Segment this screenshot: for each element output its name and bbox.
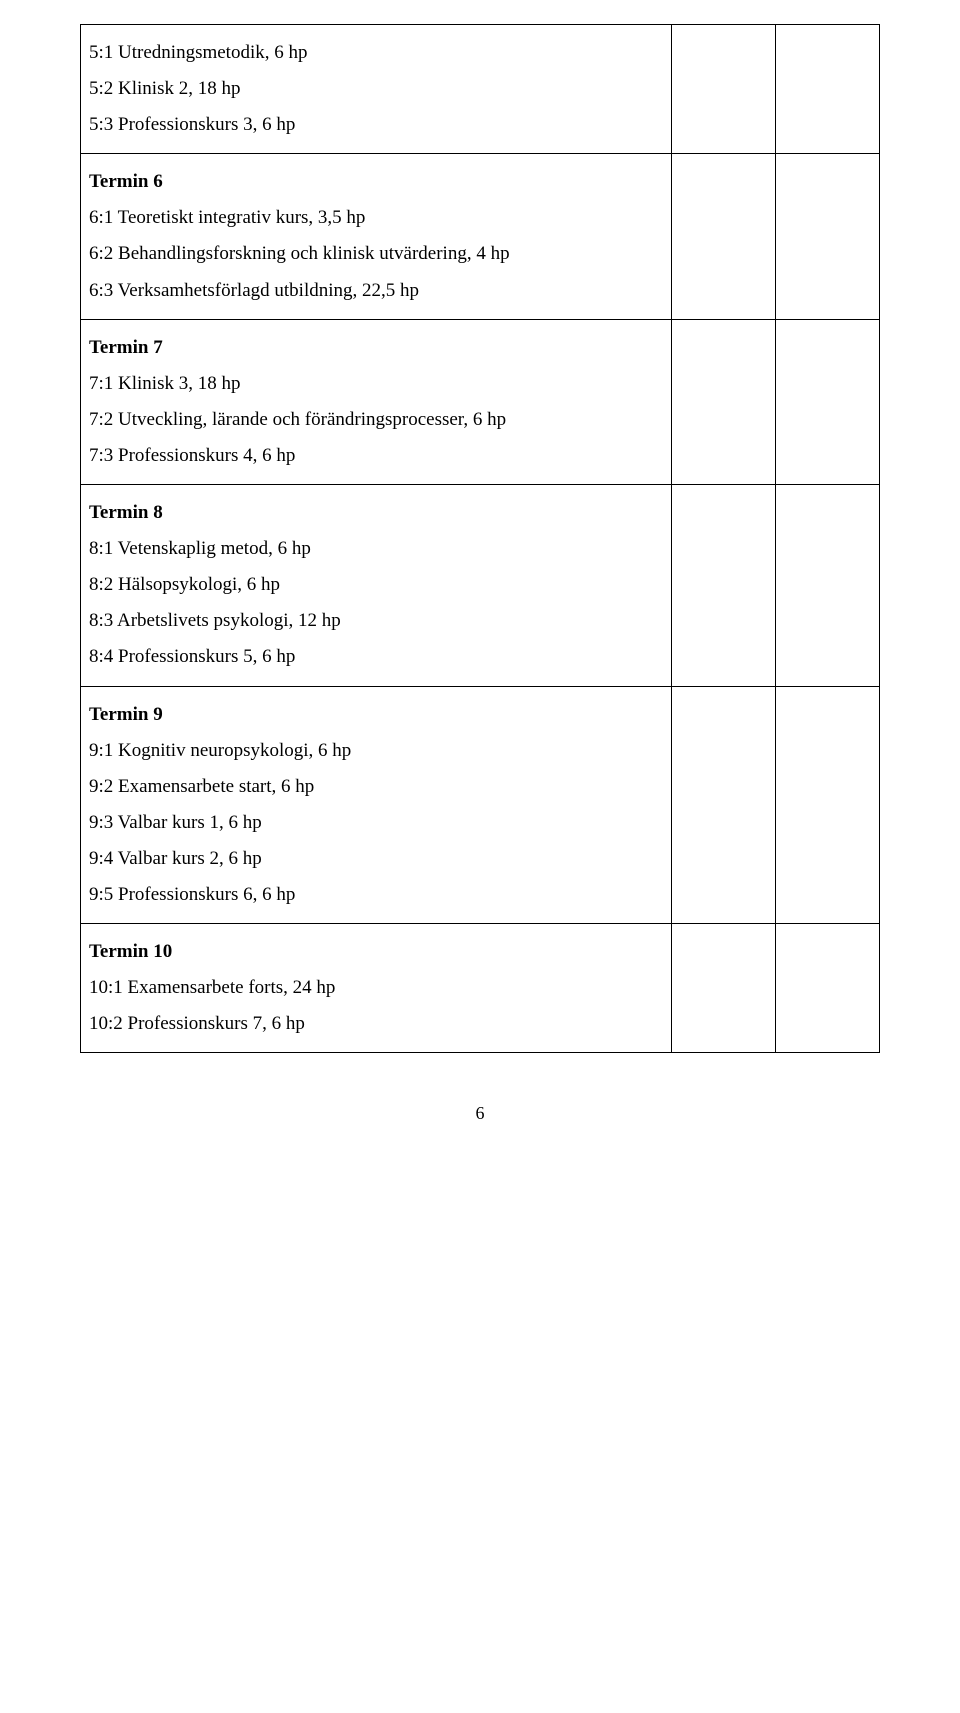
empty-cell: [672, 686, 776, 924]
course-cell: 5:1 Utredningsmetodik, 6 hp5:2 Klinisk 2…: [81, 25, 672, 154]
course-line: 10:1 Examensarbete forts, 24 hp: [89, 970, 663, 1006]
table-row: Termin 77:1 Klinisk 3, 18 hp7:2 Utveckli…: [81, 319, 880, 484]
empty-cell: [776, 485, 880, 686]
course-line: 9:1 Kognitiv neuropsykologi, 6 hp: [89, 733, 663, 769]
course-line: 8:4 Professionskurs 5, 6 hp: [89, 639, 663, 675]
course-line: 8:1 Vetenskaplig metod, 6 hp: [89, 531, 663, 567]
course-cell: Termin 99:1 Kognitiv neuropsykologi, 6 h…: [81, 686, 672, 924]
empty-cell: [672, 485, 776, 686]
course-content: Termin 66:1 Teoretiskt integrativ kurs, …: [81, 154, 671, 318]
course-cell: Termin 1010:1 Examensarbete forts, 24 hp…: [81, 924, 672, 1053]
course-line: 9:3 Valbar kurs 1, 6 hp: [89, 805, 663, 841]
course-line: 9:4 Valbar kurs 2, 6 hp: [89, 841, 663, 877]
empty-cell: [776, 924, 880, 1053]
table-row: Termin 1010:1 Examensarbete forts, 24 hp…: [81, 924, 880, 1053]
course-cell: Termin 88:1 Vetenskaplig metod, 6 hp8:2 …: [81, 485, 672, 686]
course-line: 9:2 Examensarbete start, 6 hp: [89, 769, 663, 805]
course-content: Termin 99:1 Kognitiv neuropsykologi, 6 h…: [81, 687, 671, 924]
empty-cell: [672, 319, 776, 484]
term-heading: Termin 8: [89, 495, 663, 531]
term-heading: Termin 7: [89, 330, 663, 366]
course-content: Termin 1010:1 Examensarbete forts, 24 hp…: [81, 924, 671, 1052]
table-row: Termin 88:1 Vetenskaplig metod, 6 hp8:2 …: [81, 485, 880, 686]
empty-cell: [776, 686, 880, 924]
course-line: 7:3 Professionskurs 4, 6 hp: [89, 438, 663, 474]
course-content: Termin 77:1 Klinisk 3, 18 hp7:2 Utveckli…: [81, 320, 671, 484]
term-heading: Termin 6: [89, 164, 663, 200]
course-line: 8:3 Arbetslivets psykologi, 12 hp: [89, 603, 663, 639]
page-number: 6: [80, 1103, 880, 1124]
page-container: 5:1 Utredningsmetodik, 6 hp5:2 Klinisk 2…: [0, 0, 960, 1164]
course-line: 10:2 Professionskurs 7, 6 hp: [89, 1006, 663, 1042]
course-line: 5:3 Professionskurs 3, 6 hp: [89, 107, 663, 143]
table-row: 5:1 Utredningsmetodik, 6 hp5:2 Klinisk 2…: [81, 25, 880, 154]
course-content: Termin 88:1 Vetenskaplig metod, 6 hp8:2 …: [81, 485, 671, 685]
course-line: 7:1 Klinisk 3, 18 hp: [89, 366, 663, 402]
course-line: 6:2 Behandlingsforskning och klinisk utv…: [89, 236, 663, 272]
empty-cell: [672, 924, 776, 1053]
empty-cell: [776, 319, 880, 484]
course-line: 5:2 Klinisk 2, 18 hp: [89, 71, 663, 107]
course-table: 5:1 Utredningsmetodik, 6 hp5:2 Klinisk 2…: [80, 24, 880, 1053]
term-heading: Termin 10: [89, 934, 663, 970]
empty-cell: [672, 25, 776, 154]
course-line: 7:2 Utveckling, lärande och förändringsp…: [89, 402, 663, 438]
table-row: Termin 99:1 Kognitiv neuropsykologi, 6 h…: [81, 686, 880, 924]
course-line: 9:5 Professionskurs 6, 6 hp: [89, 877, 663, 913]
course-line: 6:1 Teoretiskt integrativ kurs, 3,5 hp: [89, 200, 663, 236]
course-line: 5:1 Utredningsmetodik, 6 hp: [89, 35, 663, 71]
course-cell: Termin 66:1 Teoretiskt integrativ kurs, …: [81, 154, 672, 319]
term-heading: Termin 9: [89, 697, 663, 733]
course-content: 5:1 Utredningsmetodik, 6 hp5:2 Klinisk 2…: [81, 25, 671, 153]
course-line: 6:3 Verksamhetsförlagd utbildning, 22,5 …: [89, 273, 663, 309]
empty-cell: [672, 154, 776, 319]
empty-cell: [776, 154, 880, 319]
course-cell: Termin 77:1 Klinisk 3, 18 hp7:2 Utveckli…: [81, 319, 672, 484]
table-row: Termin 66:1 Teoretiskt integrativ kurs, …: [81, 154, 880, 319]
empty-cell: [776, 25, 880, 154]
course-line: 8:2 Hälsopsykologi, 6 hp: [89, 567, 663, 603]
